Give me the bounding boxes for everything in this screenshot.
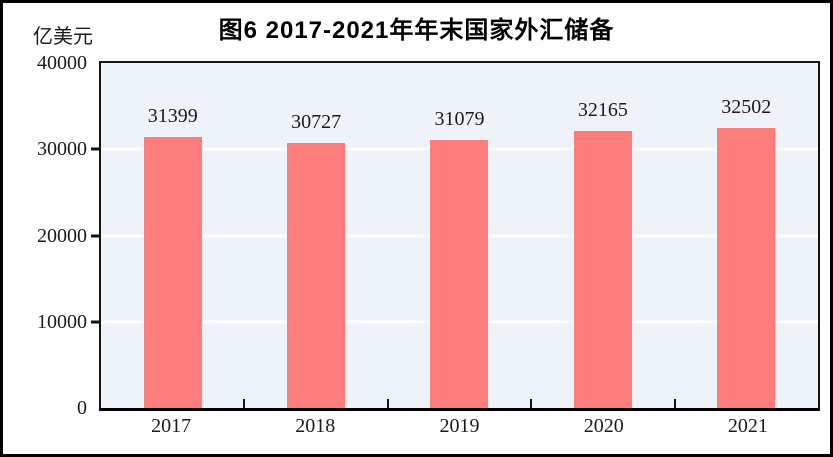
x-tick-label-2017: 2017	[151, 415, 192, 437]
y-tick-label: 30000	[37, 138, 87, 161]
y-tick-label: 40000	[37, 52, 87, 74]
x-tick-label-2021: 2021	[727, 415, 768, 437]
bar-value-label: 31399	[147, 105, 198, 128]
x-axis: 2017 2018 2019 2020 2021	[99, 415, 820, 445]
category-cell-2019: 31079	[388, 63, 531, 408]
x-tick-label-2020: 2020	[583, 415, 624, 437]
y-axis: 0 10000 20000 30000 40000	[3, 53, 99, 418]
plot-area: 31399 30727 31079 32165 32502	[99, 61, 820, 411]
bar-value-label: 32502	[721, 95, 772, 118]
y-axis-unit-label: 亿美元	[33, 26, 93, 48]
bar-value-label: 31079	[434, 107, 485, 130]
category-cell-2020: 32165	[531, 63, 674, 408]
bar-2018	[287, 142, 346, 408]
x-axis-tick	[243, 399, 246, 408]
y-tick-label: 20000	[37, 224, 87, 247]
x-axis-tick	[386, 399, 389, 408]
x-tick-label-2019: 2019	[439, 415, 480, 437]
y-axis-tick	[91, 147, 99, 151]
bar-2021	[717, 127, 776, 408]
y-axis-tick	[91, 234, 99, 237]
y-axis-tick	[91, 320, 99, 324]
category-cell-2017: 31399	[101, 63, 244, 408]
bar-2017	[143, 137, 202, 408]
chart-title: 图6 2017-2021年年末国家外汇储备	[218, 17, 615, 44]
bar-2019	[430, 139, 489, 408]
y-tick-label: 0	[77, 397, 87, 419]
y-tick-label: 10000	[37, 310, 87, 333]
bar-value-label: 30727	[291, 110, 342, 133]
x-tick-label-2018: 2018	[295, 415, 336, 437]
category-cell-2018: 30727	[244, 63, 387, 408]
bar-value-label: 32165	[577, 98, 628, 121]
x-axis-tick	[673, 399, 676, 408]
x-axis-tick	[530, 399, 533, 408]
bar-2020	[573, 130, 632, 408]
category-cell-2021: 32502	[675, 63, 818, 408]
